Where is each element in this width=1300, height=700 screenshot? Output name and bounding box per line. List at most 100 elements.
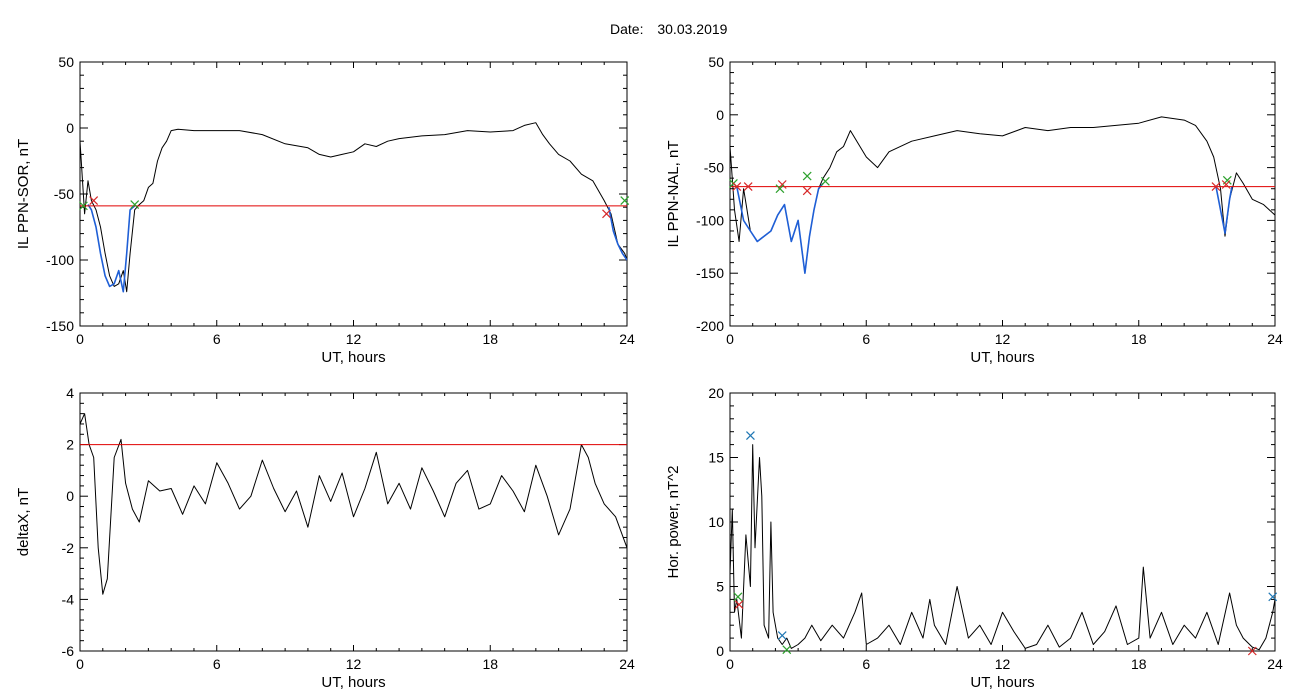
x-tick-label: 12	[346, 331, 362, 347]
marker-stroke	[1268, 592, 1278, 602]
marker-start	[130, 200, 140, 209]
highlight-series-2	[87, 204, 136, 293]
marker-stroke	[130, 200, 140, 209]
marker-stroke	[777, 631, 787, 640]
marker-end	[802, 186, 812, 196]
marker-stroke	[89, 196, 99, 206]
marker-stroke	[734, 600, 744, 609]
x-tick-label: 6	[213, 656, 221, 672]
y-axis-label: Hor. power, nT^2	[665, 466, 682, 579]
page-title-label: Date:	[610, 21, 643, 37]
marker-start	[620, 196, 630, 206]
marker-end	[777, 180, 787, 189]
data-series-1	[730, 444, 1275, 651]
marker-stroke	[743, 182, 753, 192]
x-tick-label: 18	[482, 331, 498, 347]
chart-panel-4: 0 6 12 18 24 20 15 10 5 0 UT, hours Hor. power, nT^…	[665, 385, 1283, 691]
x-axis-label: UT, hours	[321, 349, 385, 366]
highlight-series-3	[608, 207, 627, 261]
marker-end	[89, 196, 99, 206]
x-tick-label: 24	[619, 331, 635, 347]
x-tick-label: 12	[995, 656, 1011, 672]
marker-stroke	[78, 201, 88, 211]
y-axis-label: IL PPN-SOR, nT	[15, 139, 32, 249]
marker-peak	[746, 431, 755, 440]
marker-start	[820, 176, 830, 186]
y-tick-label: 0	[716, 643, 724, 659]
y-tick-label: -100	[696, 212, 724, 228]
marker-end	[1221, 180, 1231, 189]
x-tick-label: 18	[1131, 656, 1147, 672]
y-tick-label: -50	[54, 186, 74, 202]
x-tick-label: 6	[862, 331, 870, 347]
marker-end	[743, 182, 753, 192]
page-title: Date: 30.03.2019	[610, 21, 728, 37]
marker-stroke	[820, 176, 830, 186]
plot-frame	[79, 61, 628, 327]
x-tick-label: 24	[1267, 331, 1283, 347]
marker-stroke	[733, 592, 743, 602]
x-tick-label: 0	[76, 656, 84, 672]
y-tick-label: 2	[66, 437, 74, 453]
marker-start	[802, 171, 812, 181]
data-series-1	[80, 413, 627, 595]
y-tick-label: -100	[46, 252, 74, 268]
x-tick-label: 24	[619, 656, 635, 672]
marker-stroke	[777, 180, 787, 189]
marker-stroke	[775, 184, 785, 194]
marker-end	[602, 209, 611, 219]
marker-start	[782, 645, 792, 655]
marker-stroke	[782, 645, 792, 655]
marker-stroke	[1211, 182, 1221, 192]
plot-area	[80, 122, 627, 293]
data-series-1	[80, 122, 627, 293]
x-tick-label: 18	[482, 656, 498, 672]
x-tick-label: 0	[726, 331, 734, 347]
plot-area	[730, 444, 1275, 651]
chart-panel-2: 0 6 12 18 24 50 0 -50 -100 -150 -200 UT, hours IL PP…	[665, 54, 1283, 366]
marker-peak	[1268, 592, 1278, 602]
plot-area	[730, 116, 1275, 275]
chart-panel-1: 0 6 12 18 24 50 0 -50 -100 -150 UT, hours IL PPN-SO…	[15, 54, 635, 366]
marker-stroke	[746, 431, 755, 440]
marker-stroke	[732, 182, 742, 192]
y-tick-label: 50	[58, 54, 74, 70]
y-tick-label: 5	[716, 579, 724, 595]
x-tick-label: 24	[1267, 656, 1283, 672]
x-tick-label: 6	[862, 656, 870, 672]
y-tick-label: 20	[708, 385, 724, 401]
y-tick-label: 50	[708, 54, 724, 70]
data-series-1	[730, 116, 1275, 274]
marker-end	[732, 182, 742, 192]
plot-frame	[79, 392, 628, 652]
y-tick-label: -2	[62, 540, 75, 556]
marker-start	[78, 201, 88, 211]
y-tick-label: -50	[704, 160, 724, 176]
x-tick-label: 6	[213, 331, 221, 347]
y-tick-label: -150	[46, 318, 74, 334]
plot-frame	[729, 61, 1276, 327]
marker-stroke	[802, 186, 812, 196]
x-tick-label: 0	[76, 331, 84, 347]
chart-panel-3: 0 6 12 18 24 4 2 0 -2 -4 -6 UT, hours deltaX, nT	[15, 385, 635, 691]
y-tick-label: 15	[708, 450, 724, 466]
y-tick-label: 0	[66, 488, 74, 504]
y-tick-label: 0	[66, 120, 74, 136]
y-axis-label: deltaX, nT	[15, 488, 32, 556]
y-tick-label: -4	[62, 591, 75, 607]
x-axis-label: UT, hours	[321, 674, 385, 691]
highlight-series-3	[1215, 186, 1233, 234]
y-tick-label: -200	[696, 318, 724, 334]
x-tick-label: 18	[1131, 331, 1147, 347]
marker-start	[775, 184, 785, 194]
x-tick-label: 12	[346, 656, 362, 672]
marker-end	[1247, 646, 1257, 656]
marker-start	[733, 592, 743, 602]
marker-stroke	[802, 171, 812, 181]
y-tick-label: -6	[62, 643, 75, 659]
plot-area	[80, 413, 627, 595]
x-axis-label: UT, hours	[970, 674, 1034, 691]
y-tick-label: 4	[66, 385, 74, 401]
marker-peak	[777, 631, 787, 640]
